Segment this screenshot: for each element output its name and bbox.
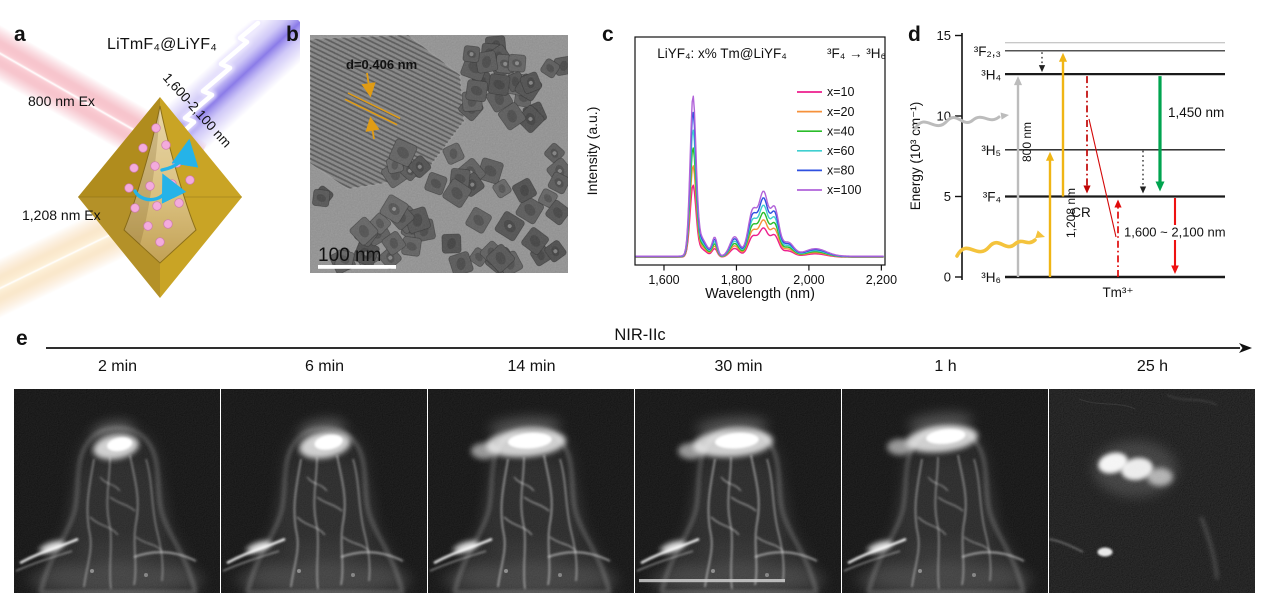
legend-label: x=60 [827, 144, 855, 158]
legend-label: x=10 [827, 85, 855, 99]
energy-axis-label: Energy (10³ cm⁻¹) [908, 102, 923, 210]
spectrum-curve-x=100 [635, 95, 884, 257]
arrowhead [1171, 265, 1179, 274]
level-label: ³H₅ [981, 143, 1001, 158]
excitation-800-label: 800 nm Ex [28, 93, 95, 109]
photon-wave-1208 [955, 238, 1037, 258]
arrowhead [1139, 186, 1147, 194]
core-cutaway [123, 105, 197, 264]
timepoint-label-6: 25 h [1136, 358, 1169, 375]
level-label: ³F₂,₃ [974, 44, 1001, 59]
scale-bar-label: 100 nm [318, 245, 381, 266]
emission-zigzag-bolt-core [165, 20, 261, 149]
arrowhead [1035, 230, 1045, 239]
timepoint-label-1: 2 min [97, 358, 138, 375]
panel-c-letter: c [602, 23, 614, 46]
nir-frame-3 [428, 389, 634, 593]
nir-frame-1 [14, 389, 220, 593]
legend-label: x=80 [827, 164, 855, 178]
arrowhead [1083, 185, 1091, 194]
panel-a-letter: a [14, 23, 26, 46]
excitation-1208-label: 1,208 nm Ex [22, 207, 101, 223]
level-label: ³H₆ [981, 270, 1001, 285]
arrowhead [1013, 76, 1023, 86]
timeline-arrow [46, 343, 1252, 353]
plot-box [634, 36, 886, 266]
panel-a-schematic [0, 20, 300, 319]
timepoint-label-4: 30 min [714, 358, 763, 375]
nir-frame-4 [635, 389, 841, 593]
timepoint-label-5: 1 h [934, 358, 957, 375]
transition-annotation: ³F₄ → ³H₆ [827, 46, 886, 61]
core-shell-nanocrystal [78, 97, 242, 298]
excitation-800-diagram-label: 800 nm [1020, 122, 1034, 162]
timepoint-label-2: 6 min [304, 358, 345, 375]
nir-iic-header: NIR-IIc [614, 326, 666, 344]
timeline-arrowhead [1239, 343, 1252, 353]
lattice-spacing-label: d=0.406 nm [346, 57, 417, 72]
panel-a-title: LiTmF₄@LiYF₄ [107, 36, 217, 53]
energy-transfer-arrows [133, 138, 199, 204]
arrowhead [1000, 112, 1009, 120]
legend-label: x=20 [827, 105, 855, 119]
cr-label: CR [1071, 205, 1091, 220]
x-tick-label: 2,200 [866, 273, 897, 287]
panel-b-tem-image: d=0.406 nm 100 nm [310, 35, 568, 273]
energy-tick-label: 5 [944, 189, 951, 204]
panel-c-emission-spectra: 1,600 1,800 2,000 2,200 LiYF₄: x% Tm@LiYF₄ ³F… [585, 36, 897, 302]
x-tick-label: 2,000 [793, 273, 824, 287]
emission-1450-label: 1,450 nm [1168, 105, 1224, 120]
legend-label: x=100 [827, 183, 861, 197]
panel-d-letter: d [908, 23, 921, 46]
nir-frame-6 [1049, 389, 1255, 593]
emission-range-diagram-label: 1,600 ~ 2,100 nm [1124, 225, 1226, 240]
x-tick-label: 1,800 [721, 273, 752, 287]
level-label: ³F₄ [983, 190, 1001, 205]
energy-tick-label: 0 [944, 270, 951, 285]
nir-frame-2 [221, 389, 427, 593]
arrowhead [1045, 151, 1055, 161]
arrowhead [1114, 199, 1122, 208]
x-axis-label: Wavelength (nm) [705, 286, 815, 302]
energy-tick-label: 15 [937, 28, 951, 43]
legend-label: x=40 [827, 124, 855, 138]
x-tick-label: 1,600 [648, 273, 679, 287]
cr-coupling-line [1088, 118, 1117, 238]
level-label: ³H₄ [981, 68, 1001, 83]
arrowhead [1058, 52, 1068, 62]
nir-frame-5 [842, 389, 1048, 593]
arrowhead [1155, 181, 1165, 192]
panel-b-letter: b [286, 23, 299, 46]
plot-title: LiYF₄: x% Tm@LiYF₄ [657, 46, 787, 61]
panel-e-letter: e [16, 327, 28, 350]
excitation-1208-diagram-label: 1,208 nm [1064, 188, 1078, 238]
photon-wave-800 [913, 115, 1001, 131]
ion-label: Tm³⁺ [1102, 285, 1133, 300]
nir-imaging-strip [14, 389, 1255, 593]
scale-bar: 100 nm [318, 245, 396, 269]
lattice-spacing-annotation: d=0.406 nm [344, 57, 417, 140]
y-axis-label: Intensity (a.u.) [585, 107, 600, 196]
arrowhead [1038, 65, 1046, 73]
timepoint-label-3: 14 min [507, 358, 556, 375]
